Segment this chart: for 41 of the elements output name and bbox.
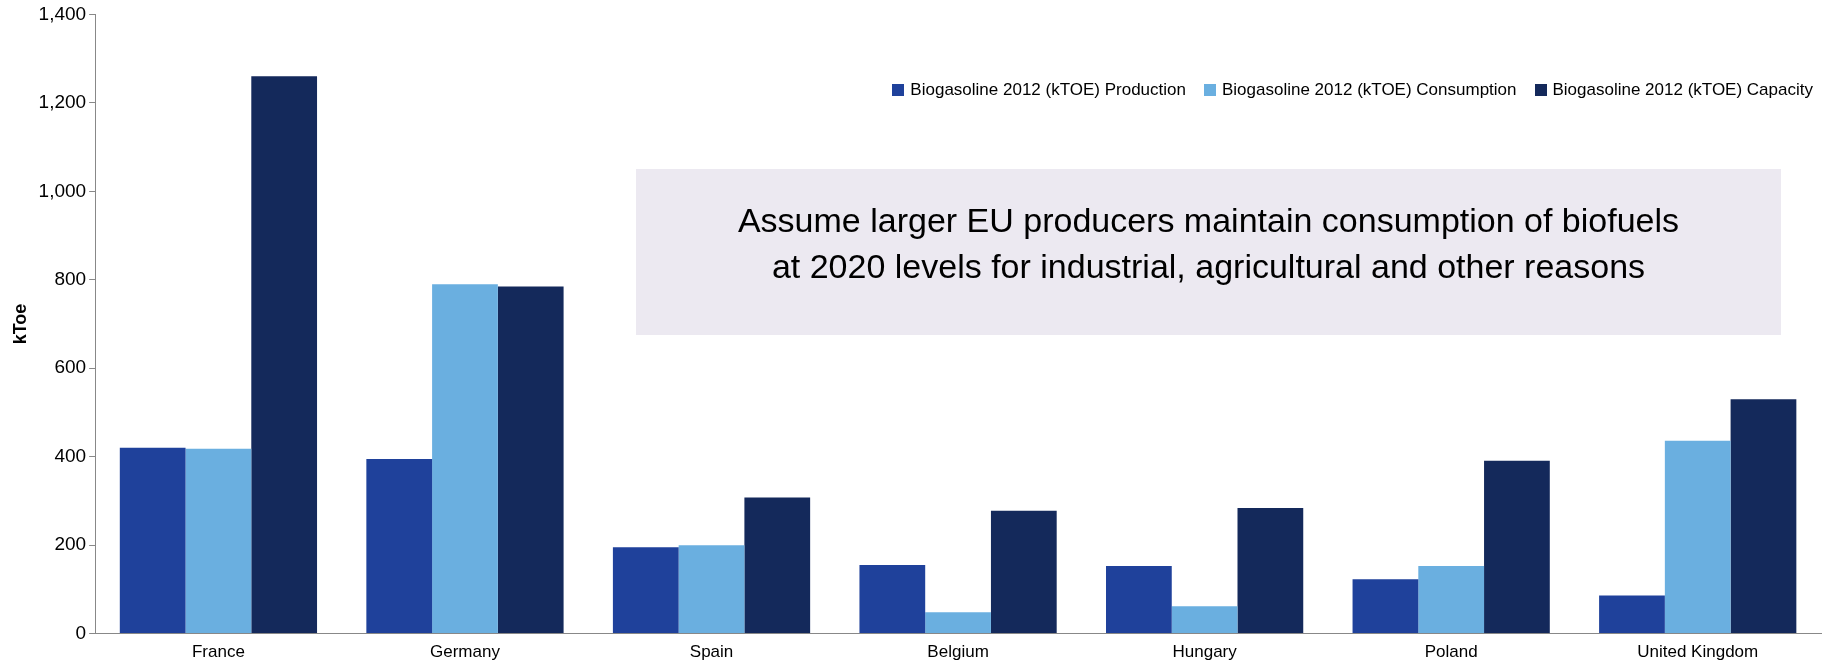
bar [119,447,186,634]
bar [1730,399,1797,634]
bar [859,565,926,634]
bar [1106,565,1172,634]
bar [744,497,811,634]
bar [1599,595,1665,634]
bar [612,547,679,634]
bar [1352,579,1419,634]
y-tick-label: 400 [54,444,87,466]
bar [925,612,991,634]
bar [432,284,498,634]
bar [1418,565,1485,634]
bar [366,458,433,634]
annotation: Assume larger EU producers maintain consumption of biofuels at 2020 levels for industrial, agricultural and other reasons [736,200,1681,287]
y-axis-title: kToe [9,303,30,345]
y-tick-label: 1,000 [38,179,87,201]
bar [1237,507,1304,634]
bar [1171,606,1238,634]
x-tick-label: France [191,642,245,662]
bar [990,510,1057,634]
x-tick-label: Belgium [927,642,989,662]
bar [1484,460,1550,634]
x-tick-label: Hungary [1172,642,1238,662]
y-tick-label: 800 [54,268,87,290]
y-tick-label: 0 [75,621,87,643]
x-tick-label: Spain [689,642,734,662]
bar [185,448,252,634]
bar [678,545,745,634]
y-tick-label: 200 [54,533,87,555]
legend-label: Biogasoline 2012 (kTOE) Consumption [1221,80,1517,100]
x-tick-label: Poland [1424,642,1478,662]
x-tick-label: United Kingdom [1637,642,1759,662]
y-tick-label: 1,400 [38,2,87,24]
x-tick-label: Germany [430,642,501,662]
legend-label: Biogasoline 2012 (kTOE) Capacity [1552,80,1813,100]
bar [1664,440,1731,634]
y-tick-label: 1,200 [38,91,87,113]
bar [497,286,564,634]
y-tick-label: 600 [54,356,87,378]
bar [251,76,318,634]
legend-label: Biogasoline 2012 (kTOE) Production [910,80,1186,100]
